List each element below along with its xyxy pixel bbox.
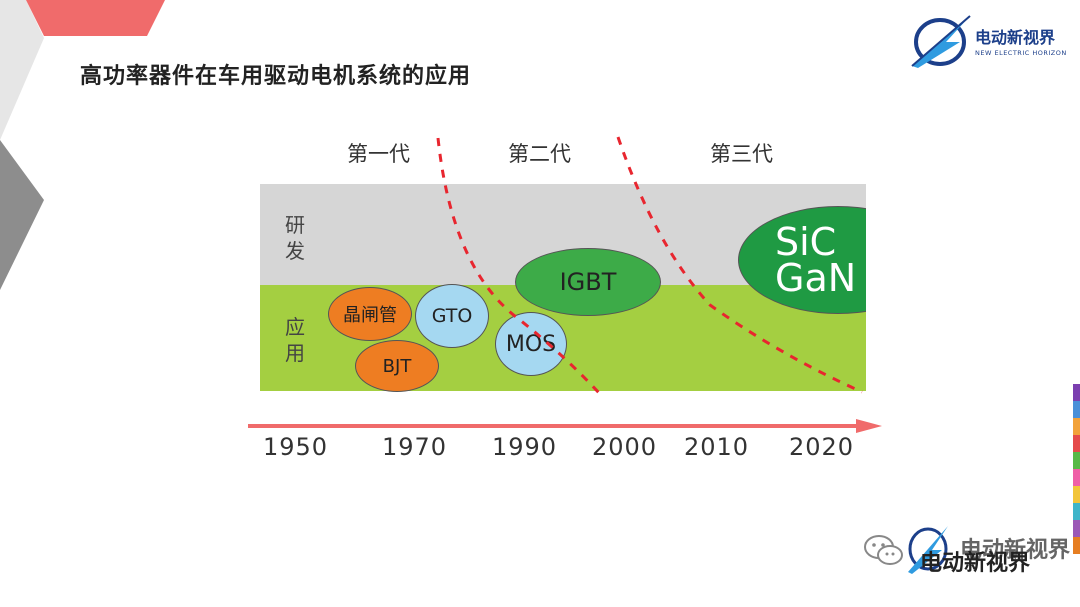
watermark-text-front: 电动新视界 [920, 551, 1031, 576]
gto-label: GTO [431, 305, 473, 327]
brand-name: 电动新视界 [975, 28, 1056, 47]
igbt-label: IGBT [559, 268, 617, 296]
bjt-bubble: BJT [355, 340, 439, 392]
year-2010: 2010 [684, 433, 750, 461]
decor-color-strip [1073, 384, 1080, 554]
generation-3-label: 第三代 [710, 142, 773, 166]
decor-grey-triangle-top [0, 0, 44, 140]
year-2020: 2020 [789, 433, 855, 461]
bjt-label: BJT [382, 355, 412, 377]
wechat-icon [864, 535, 903, 565]
divider-1-2 [436, 137, 602, 396]
rd-band-label: 研发 [285, 213, 305, 263]
watermark-text-back: 电动新视界 [960, 538, 1071, 563]
wide-bandgap-bubble-clip: SiC GaN [736, 206, 866, 314]
generation-2-label: 第二代 [508, 142, 571, 166]
gto-bubble: GTO [415, 284, 489, 348]
gan-label: GaN [775, 256, 857, 300]
decor-red-bar [26, 0, 165, 36]
thyristor-label: 晶闸管 [343, 305, 397, 326]
brand-subtitle: NEW ELECTRIC HORIZON [975, 49, 1067, 57]
application-band-label: 应用 [285, 315, 305, 365]
year-1950: 1950 [263, 433, 329, 461]
year-1990: 1990 [492, 433, 558, 461]
timeline-arrow-shaft [248, 424, 858, 428]
divider-2-3 [616, 136, 863, 394]
brand-logo-icon [911, 15, 971, 68]
year-2000: 2000 [592, 433, 658, 461]
igbt-bubble: IGBT [515, 248, 661, 316]
generation-1-label: 第一代 [347, 142, 410, 166]
decor-grey-triangle-bottom [0, 140, 44, 290]
mos-bubble: MOS [495, 312, 567, 376]
year-1970: 1970 [382, 433, 448, 461]
watermark-logo-icon [908, 526, 948, 574]
slide-title: 高功率器件在车用驱动电机系统的应用 [80, 64, 472, 89]
sic-label: SiC [775, 220, 837, 264]
timeline-arrow-head [856, 419, 882, 433]
thyristor-bubble: 晶闸管 [328, 287, 412, 341]
